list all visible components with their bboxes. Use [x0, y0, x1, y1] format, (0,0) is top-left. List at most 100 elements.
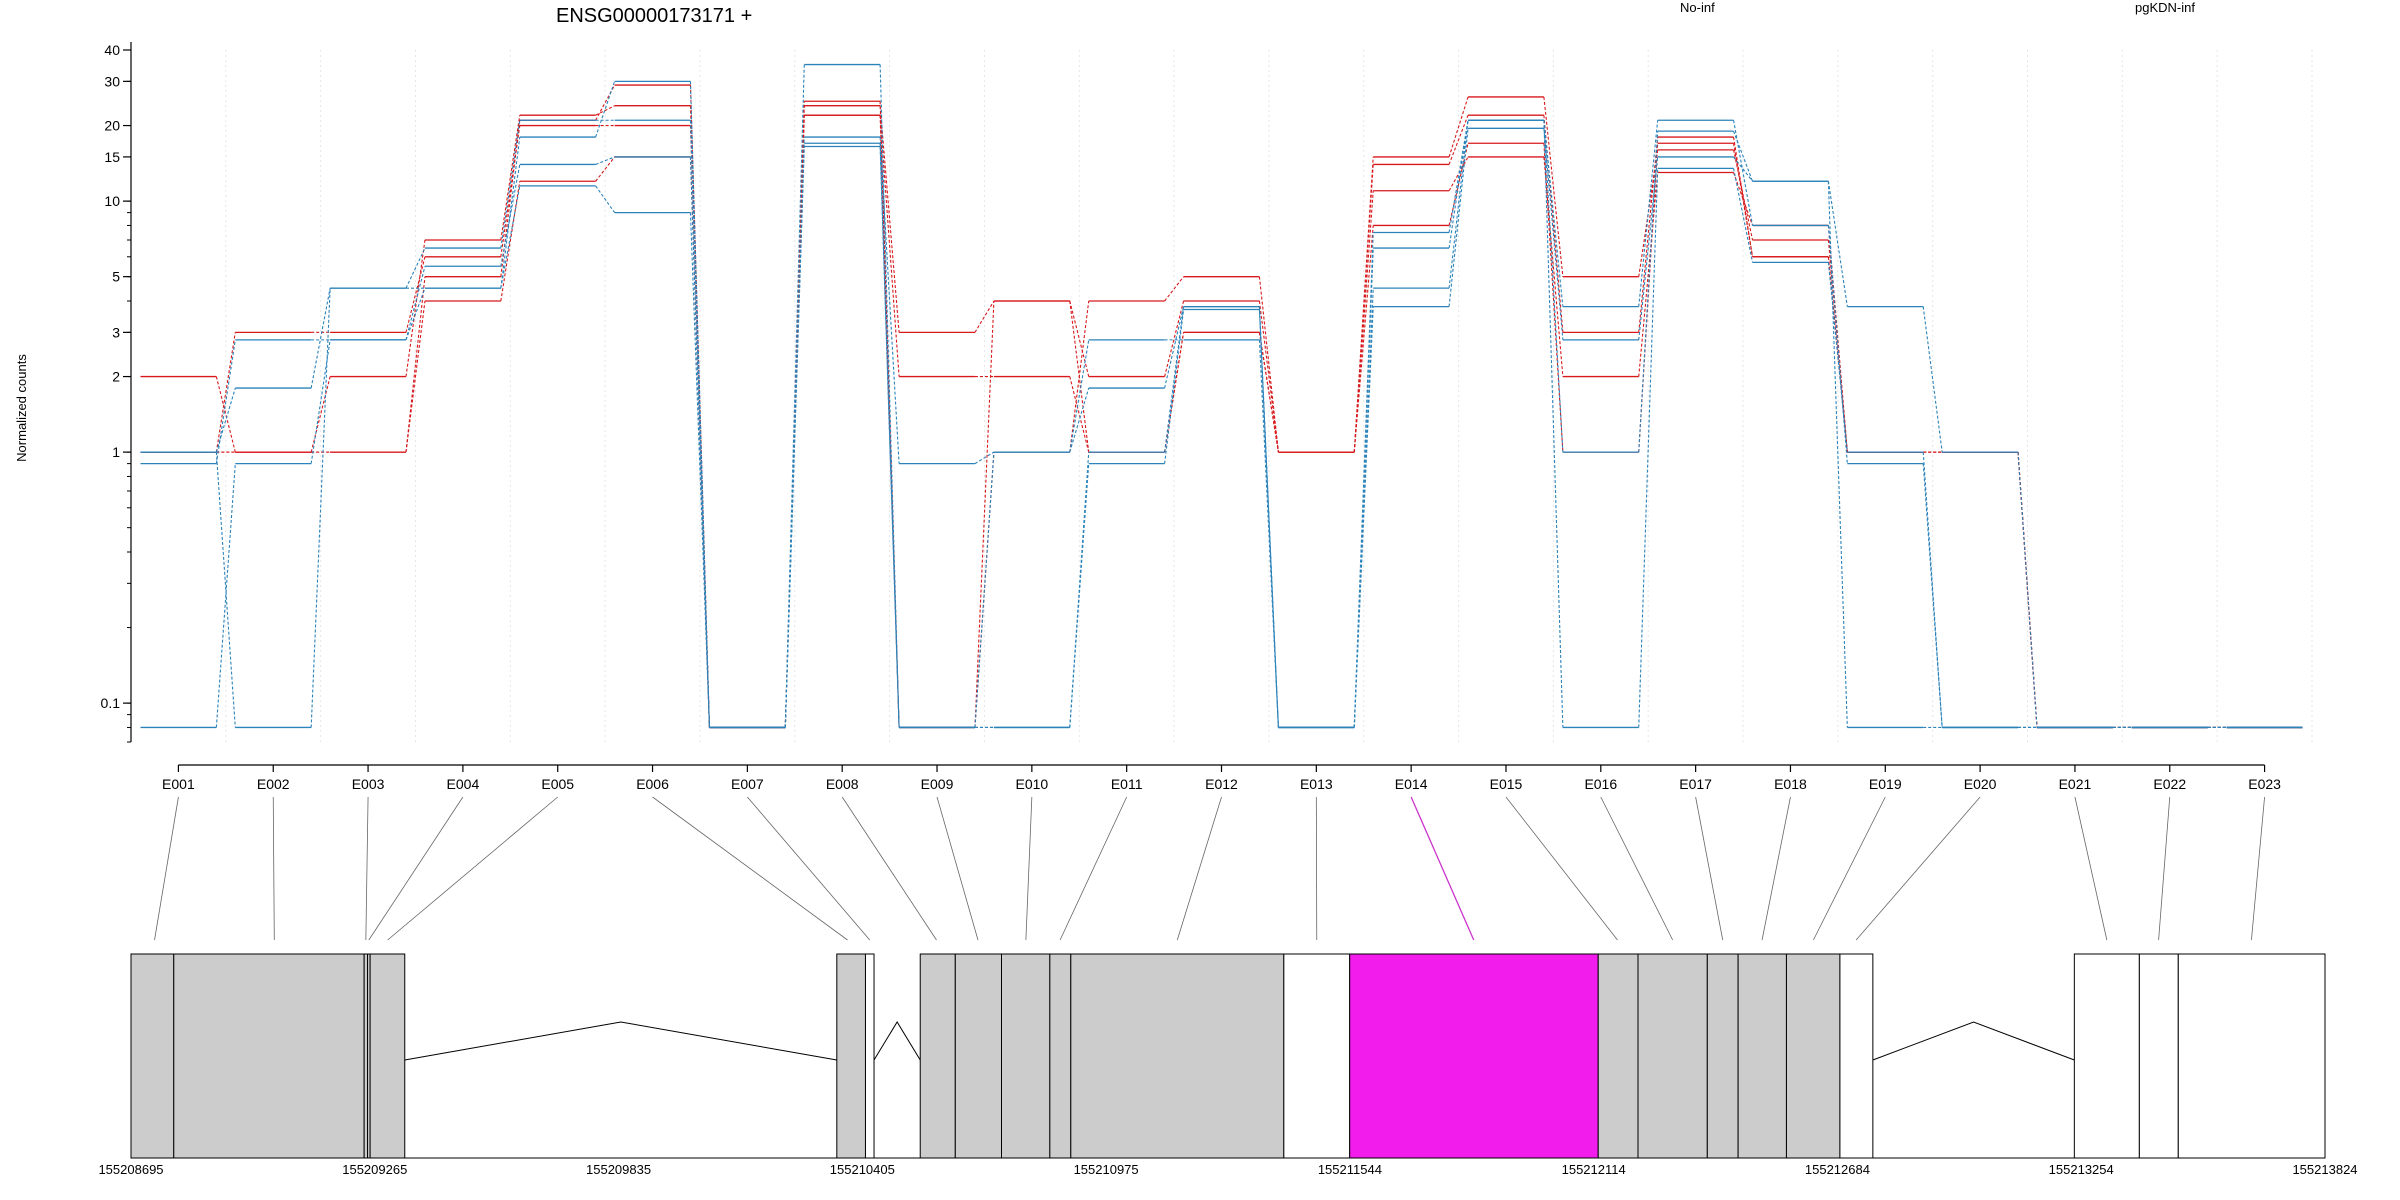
- genomic-tick-label: 155210405: [830, 1162, 895, 1177]
- exon-block: [2073, 953, 2140, 1159]
- series-connector: [405, 287, 426, 341]
- x-tick-label: E018: [1774, 776, 1807, 792]
- series-connector: [1638, 168, 1659, 728]
- series-connector: [1733, 143, 1754, 257]
- series-connector: [879, 137, 900, 464]
- y-tick-label: 40: [104, 42, 120, 58]
- x-tick-label: E011: [1111, 776, 1143, 792]
- x-tick-label: E021: [2059, 776, 2092, 792]
- series-connector: [1353, 190, 1374, 453]
- series-connector: [1164, 306, 1185, 453]
- series-connector: [1638, 120, 1659, 307]
- y-tick-label: 3: [112, 324, 120, 340]
- series-connector: [784, 143, 805, 728]
- series-connector: [215, 376, 236, 453]
- exon-block: [919, 953, 956, 1159]
- series-connector: [689, 156, 710, 728]
- series-connector: [1638, 172, 1659, 377]
- series-connector: [1638, 156, 1659, 340]
- series-connector: [1164, 309, 1185, 464]
- series-connector: [1733, 136, 1754, 257]
- series-connector: [1543, 120, 1564, 307]
- exon-connector: [1025, 796, 1033, 941]
- series-connector: [1353, 225, 1374, 453]
- series-connector: [405, 239, 426, 377]
- exon-block: [1737, 953, 1787, 1159]
- series-connector: [215, 332, 236, 453]
- x-tick-label: E002: [257, 776, 290, 792]
- series-connector: [1069, 339, 1090, 453]
- exon-block: [369, 953, 406, 1159]
- series-connector: [1164, 276, 1185, 302]
- series-connector: [500, 164, 521, 267]
- y-axis: 0.1 1 2 3 5 10 15 20 30 40: [101, 42, 132, 743]
- series-connector: [500, 136, 521, 289]
- exon-block: [1785, 953, 1841, 1159]
- exon-connector: [2251, 796, 2265, 941]
- x-tick-label: E023: [2248, 776, 2281, 792]
- series-connector: [974, 452, 995, 728]
- genomic-tick-label: 155209835: [586, 1162, 651, 1177]
- exon-block: [1349, 953, 1599, 1159]
- series-connector: [2017, 452, 2038, 728]
- exon-connector: [154, 796, 179, 941]
- series-connector: [405, 256, 426, 333]
- exon-connector: [1813, 796, 1886, 941]
- exon-connector: [1410, 796, 1475, 941]
- exon-connector: [652, 796, 848, 941]
- y-tick-label: 20: [104, 118, 120, 134]
- gene-model: [130, 953, 2326, 1159]
- x-tick-label: E010: [1015, 776, 1048, 792]
- series-connector: [595, 105, 615, 116]
- series-connector: [500, 185, 521, 289]
- series-connector: [1733, 130, 1754, 182]
- x-tick-label: E008: [826, 776, 859, 792]
- series-connector: [215, 463, 236, 728]
- x-tick-label: E013: [1300, 776, 1333, 792]
- series-connector: [1258, 276, 1279, 453]
- series-connector: [405, 276, 426, 453]
- intron-line: [873, 1021, 921, 1061]
- exon-block: [1070, 953, 1285, 1159]
- series-connector: [1448, 114, 1469, 165]
- x-tick-label: E012: [1205, 776, 1238, 792]
- exon-connector: [368, 796, 464, 941]
- exon-block: [1706, 953, 1739, 1159]
- series-connector: [500, 115, 521, 241]
- series-connector: [595, 185, 616, 213]
- exon-block: [173, 953, 365, 1159]
- series-lines: [140, 63, 2303, 729]
- series-connector: [1448, 156, 1469, 191]
- exon-connector: [1505, 796, 1618, 941]
- series-connector: [595, 156, 616, 182]
- intron-line: [404, 1021, 837, 1061]
- x-tick-label: E009: [921, 776, 954, 792]
- exon-connector: [1600, 796, 1674, 941]
- x-axis: E001 E002 E003 E004 E005 E006 E007 E008 E009 E010…: [162, 764, 2281, 792]
- x-tick-label: E020: [1964, 776, 1997, 792]
- series-connector: [595, 84, 616, 121]
- intron-line: [1872, 1021, 2075, 1061]
- series-connector: [1353, 164, 1374, 453]
- series-connector: [405, 247, 426, 289]
- x-tick-label: E001: [162, 776, 195, 792]
- exon-block: [363, 953, 369, 1159]
- series-connector: [689, 212, 710, 728]
- series-connector: [1164, 332, 1185, 453]
- series-connector: [1069, 300, 1090, 377]
- series-connector: [1543, 96, 1564, 277]
- series-connector: [974, 300, 995, 333]
- series-connector: [1733, 156, 1753, 182]
- series-connector: [1733, 168, 1754, 263]
- series-connector: [1448, 120, 1469, 289]
- y-tick-label: 5: [112, 269, 120, 285]
- series-connector: [1353, 288, 1374, 728]
- exon-block: [1637, 953, 1708, 1159]
- x-tick-label: E003: [352, 776, 385, 792]
- genomic-tick-label: 155209265: [342, 1162, 407, 1177]
- series-connector: [1164, 300, 1185, 377]
- y-axis-label: Normalized counts: [14, 354, 29, 462]
- exon-block: [2177, 953, 2326, 1159]
- exon-block: [954, 953, 1002, 1159]
